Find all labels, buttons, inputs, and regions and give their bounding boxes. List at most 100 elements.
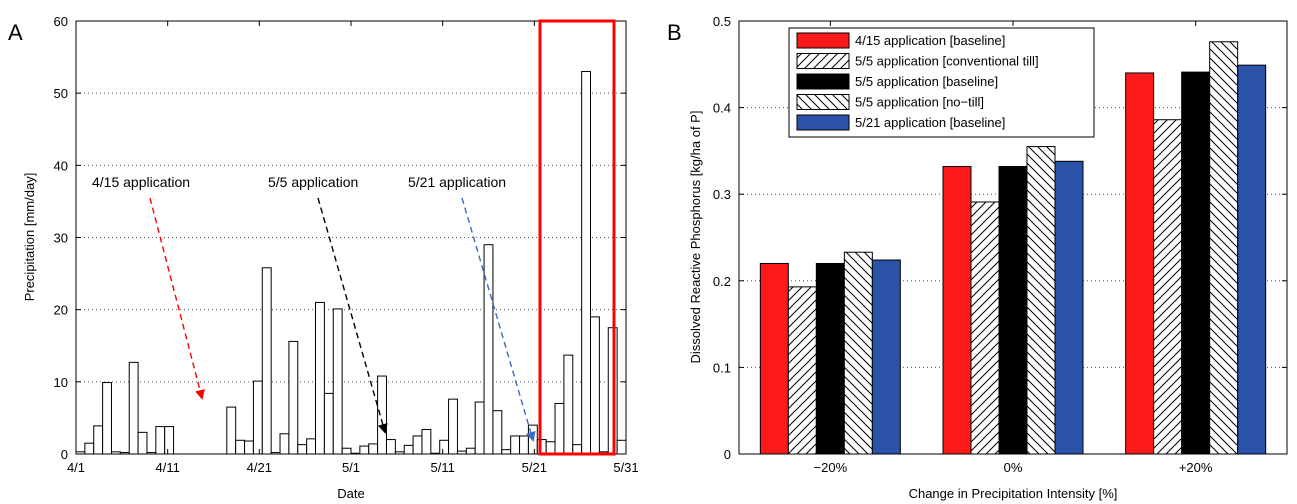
drp-bar — [1181, 71, 1211, 455]
arrow-5-5-application — [317, 197, 388, 434]
panel-b-bars — [759, 41, 1267, 455]
drp-bar — [1237, 64, 1267, 455]
panel-a-xtick-label: 5/11 — [430, 460, 454, 475]
precip-bar — [403, 444, 414, 455]
precip-bar — [581, 71, 592, 455]
precip-bar — [554, 402, 565, 455]
panel-b-ytick-label: 0.2 — [713, 274, 731, 289]
precip-bar — [492, 410, 503, 455]
panel-a-plot-frame — [75, 20, 627, 455]
precip-bar — [368, 443, 379, 455]
legend-swatch — [796, 114, 850, 131]
precip-bar — [359, 445, 370, 455]
drp-bar — [871, 259, 901, 455]
legend-swatch — [796, 94, 850, 110]
precip-bar — [616, 439, 627, 455]
precip-bar — [84, 442, 95, 455]
drp-bar — [1125, 72, 1155, 455]
drp-bar — [815, 262, 845, 455]
panel-a-ytick-label: 50 — [54, 86, 68, 101]
precip-bar — [412, 435, 423, 455]
precip-bar — [261, 267, 272, 455]
precip-bar — [332, 308, 343, 455]
precip-bar — [465, 447, 476, 455]
precip-bar — [297, 444, 308, 455]
precip-bar — [545, 441, 556, 455]
panel-b-ylabel: Dissolved Reactive Phosphorus [kg/ha of … — [688, 111, 703, 364]
precip-bar — [439, 439, 450, 455]
arrow-4-15-application — [149, 197, 205, 400]
legend-label: 5/5 application [no−till] — [855, 95, 984, 110]
panel-a-xlabel: Date — [337, 486, 364, 501]
precip-bar — [306, 438, 317, 455]
drp-bar — [1026, 146, 1056, 455]
panel-a-ytick-label: 30 — [54, 231, 68, 246]
panel-a-ticks: 0 10 20 30 40 50 60 4/1 4/11 4/21 5/1 5/11 5/21 5/31 — [54, 14, 639, 475]
precip-bar — [323, 392, 334, 455]
drp-bar — [998, 165, 1028, 455]
legend-label: 5/5 application [conventional till] — [855, 54, 1039, 69]
panel-b-xtick-label: −20% — [814, 460, 848, 475]
panel-a-ytick-label: 20 — [54, 303, 68, 318]
panel-b-xtick-label: 0% — [1004, 460, 1023, 475]
drp-bar — [759, 262, 789, 455]
drp-bar — [970, 201, 1000, 455]
precip-bar — [448, 398, 458, 455]
panel-b-letter: B — [667, 20, 682, 45]
panel-a-bars — [75, 71, 627, 455]
panel-b-ytick-label: 0.1 — [713, 360, 731, 375]
panel-b-ytick-label: 0.3 — [713, 187, 731, 202]
precip-bar — [341, 447, 352, 455]
panel-a-letter: A — [8, 20, 23, 45]
panel-a-xtick-label: 4/21 — [247, 460, 272, 475]
panel-a-ytick-label: 0 — [61, 447, 68, 462]
legend-label: 4/15 application [baseline] — [855, 33, 1005, 48]
drp-bar — [1054, 160, 1084, 455]
panel-b-xtick-label: +20% — [1179, 460, 1213, 475]
panel-a-ytick-label: 60 — [54, 14, 68, 29]
precip-bar — [510, 435, 521, 455]
annotation-5-21-application: 5/21 application — [408, 174, 506, 190]
panel-a-xtick-label: 4/1 — [67, 460, 85, 475]
precip-bar — [519, 435, 529, 455]
precip-bar — [235, 439, 246, 455]
panel-b-ytick-label: 0 — [724, 447, 731, 462]
drp-bar — [787, 286, 817, 455]
precip-bar — [252, 380, 263, 455]
precip-bar — [501, 449, 512, 455]
precip-bar — [288, 340, 299, 455]
panel-a-gridlines — [76, 92, 626, 383]
panel-a-ylabel: Precipitation [mm/day] — [22, 173, 37, 302]
legend-swatch — [796, 73, 850, 90]
panel-a-xtick-label: 5/31 — [613, 460, 638, 475]
legend-swatch — [796, 32, 850, 49]
panel-b-ticks: 0 0.1 0.2 0.3 0.4 0.5 −20% 0% +20% — [713, 14, 1287, 475]
precip-bar — [128, 361, 139, 455]
arrow-5-21-application — [461, 197, 536, 442]
precip-bar — [421, 428, 432, 455]
precip-bar — [385, 439, 396, 455]
drp-bar — [843, 251, 873, 455]
panel-b-legend: 4/15 application [baseline] 5/5 applicati… — [788, 27, 1095, 138]
precip-bar — [226, 406, 237, 455]
annotation-5-5-application: 5/5 application — [268, 174, 358, 190]
precip-bar — [377, 375, 387, 455]
panel-a-ytick-label: 40 — [54, 158, 68, 173]
precip-bar — [474, 401, 485, 455]
precip-bar — [164, 426, 175, 455]
legend-label: 5/21 application [baseline] — [855, 115, 1005, 130]
precip-bar — [93, 425, 104, 455]
panel-a-ytick-label: 10 — [54, 375, 68, 390]
precip-bar — [137, 431, 148, 455]
panel-b-ytick-label: 0.4 — [713, 101, 731, 116]
legend-label: 5/5 application [baseline] — [855, 74, 998, 89]
panel-a-xtick-label: 5/1 — [342, 460, 360, 475]
legend-swatch — [796, 53, 850, 69]
precip-bar — [155, 426, 166, 455]
precip-bar — [590, 316, 600, 455]
panel-b-xlabel: Change in Precipitation Intensity [%] — [909, 486, 1118, 501]
drp-bar — [942, 165, 972, 455]
precip-bar — [563, 354, 574, 455]
highlight-box — [538, 19, 616, 456]
